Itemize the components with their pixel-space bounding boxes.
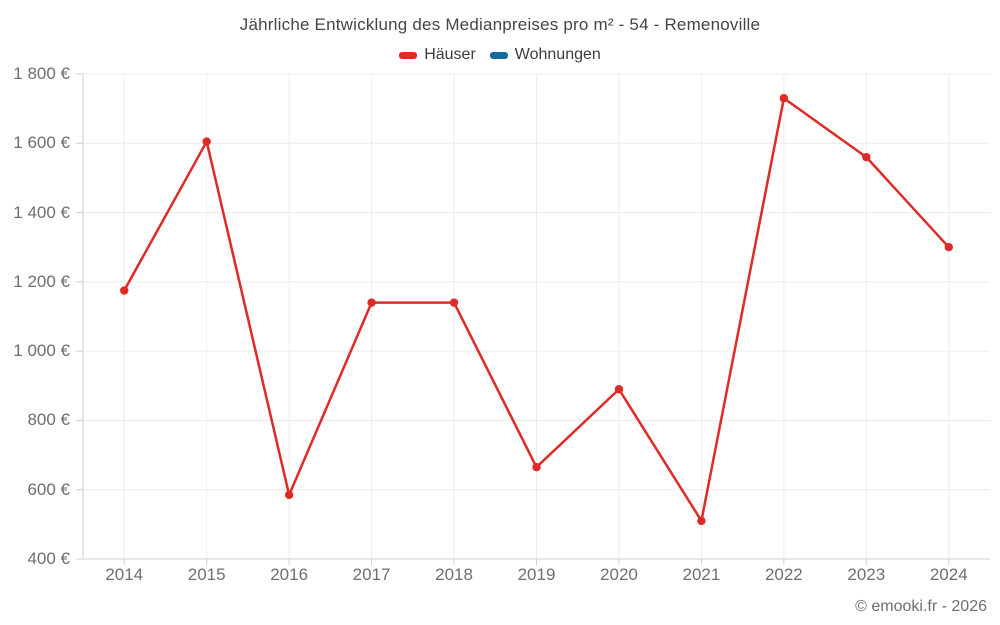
y-tick-label: 1 400 € [13,202,70,222]
data-point-2022[interactable] [779,94,789,103]
y-tick-label: 1 800 € [13,64,70,83]
chart-legend: Häuser Wohnungen [0,46,1000,64]
wohnungen-series-swatch [489,51,508,59]
y-tick-label: 800 € [27,410,70,430]
y-tick-label: 1 600 € [13,133,70,153]
x-tick-label: 2016 [270,565,309,584]
data-point-2016[interactable] [284,490,294,500]
x-tick-label: 2018 [435,565,473,584]
data-point-2020[interactable] [614,385,624,394]
data-point-2018[interactable] [449,298,459,307]
x-tick-label: 2024 [929,565,968,584]
y-tick-label: 1 000 € [13,341,70,361]
y-tick-label: 400 € [27,549,70,568]
copyright-credit: © emooki.fr - 2026 [855,598,987,615]
data-point-2015[interactable] [202,137,211,146]
x-tick-label: 2022 [764,565,803,584]
chart-title: Jährliche Entwicklung des Medianpreises … [239,15,761,34]
data-point-2019[interactable] [532,462,541,472]
legend-label-wohnungen: Wohnungen [514,46,601,63]
x-tick-label: 2023 [847,565,886,584]
data-point-2017[interactable] [367,298,376,307]
x-tick-label: 2019 [517,565,556,584]
legend-item-wohnungen[interactable]: Wohnungen [489,46,601,64]
x-tick-label: 2020 [600,565,638,584]
legend-label-haeuser: Häuser [424,46,476,63]
data-point-2021[interactable] [697,516,706,526]
x-tick-label: 2017 [352,565,391,584]
data-point-2023[interactable] [862,152,871,162]
y-tick-label: 600 € [27,479,70,499]
haeuser-series-swatch [399,51,418,59]
x-tick-label: 2021 [682,565,721,584]
x-tick-label: 2014 [105,565,144,584]
data-point-2024[interactable] [944,243,953,252]
y-tick-label: 1 200 € [13,271,70,291]
x-tick-label: 2015 [187,565,226,584]
legend-item-haeuser[interactable]: Häuser [399,46,476,64]
data-point-2014[interactable] [120,286,129,295]
